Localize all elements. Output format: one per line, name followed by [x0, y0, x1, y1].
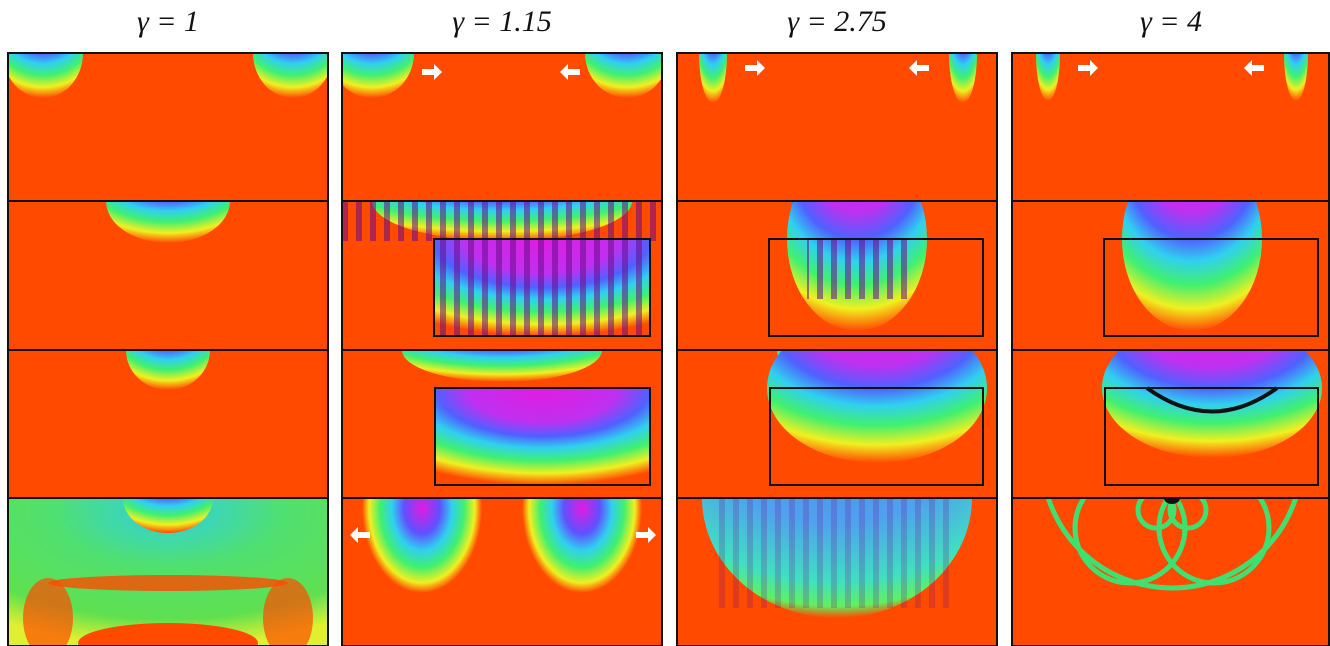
shape	[434, 239, 650, 336]
shape	[342, 201, 662, 241]
panel-title: γ = 2.75	[787, 5, 887, 38]
shape	[1012, 53, 1330, 201]
panel-title: γ = 1	[137, 5, 199, 38]
shape	[435, 388, 650, 485]
panel-title: γ = 4	[1140, 5, 1202, 38]
shape	[717, 498, 957, 608]
shape	[807, 239, 907, 299]
shape	[48, 575, 288, 591]
panel-title: γ = 1.15	[452, 5, 552, 38]
figure: γ = 1 γ = 1.15 γ = 2.75 γ = 4	[0, 0, 1330, 646]
